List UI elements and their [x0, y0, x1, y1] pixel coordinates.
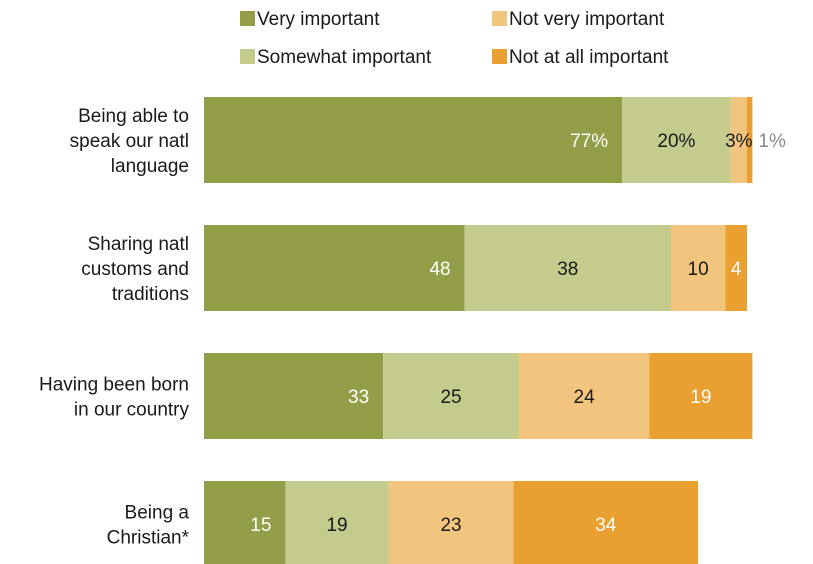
data-label-not-at-all-important-0: 1% — [758, 131, 786, 152]
bar-not-at-all-important-2 — [649, 353, 753, 439]
data-labels: 77% 20% 3% 1% 48 38 10 4 33 25 24 19 15 19 23 34 — [250, 131, 786, 536]
category-label-0-line-2: language — [111, 156, 189, 177]
data-label-very-important-1: 48 — [429, 259, 450, 280]
data-label-not-very-important-1: 10 — [688, 259, 709, 280]
category-label-3-line-1: Christian* — [107, 528, 190, 549]
bar-very-important-2 — [204, 353, 384, 439]
data-label-not-very-important-3: 23 — [440, 515, 461, 536]
data-label-very-important-3: 15 — [250, 515, 271, 536]
bar-very-important-1 — [204, 225, 465, 311]
data-label-not-at-all-important-1: 4 — [731, 259, 742, 280]
bar-somewhat-important-1 — [464, 225, 671, 311]
category-label-0-line-1: speak our natl — [70, 131, 189, 152]
bar-very-important-3 — [204, 481, 286, 564]
legend-swatch-somewhat-important — [240, 49, 255, 64]
data-label-somewhat-important-1: 38 — [557, 259, 578, 280]
category-label-2-line-0: Having been born — [39, 375, 189, 396]
legend-swatch-very-important — [240, 11, 255, 26]
category-label-3-line-0: Being a — [125, 503, 190, 524]
legend-label-not-very-important: Not very important — [509, 9, 665, 30]
legend: Very important Somewhat important Not very… — [240, 9, 669, 68]
category-label-1-line-0: Sharing natl — [88, 234, 189, 255]
category-label-0-line-0: Being able to — [78, 106, 189, 127]
bars — [204, 97, 753, 564]
data-label-somewhat-important-2: 25 — [440, 387, 461, 408]
bar-very-important-0 — [204, 97, 623, 183]
data-label-somewhat-important-3: 19 — [326, 515, 347, 536]
legend-swatch-not-at-all-important — [492, 49, 507, 64]
category-label-1-line-2: traditions — [112, 284, 189, 305]
bar-not-very-important-2 — [518, 353, 650, 439]
data-label-not-very-important-2: 24 — [574, 387, 596, 408]
bar-not-very-important-0 — [730, 97, 747, 183]
legend-label-somewhat-important: Somewhat important — [257, 47, 432, 68]
bar-not-at-all-important-1 — [725, 225, 747, 311]
data-label-not-at-all-important-2: 19 — [690, 387, 711, 408]
data-label-very-important-0: 77% — [570, 131, 608, 152]
bar-not-very-important-3 — [388, 481, 514, 564]
bar-not-very-important-1 — [670, 225, 726, 311]
legend-label-not-at-all-important: Not at all important — [509, 47, 669, 68]
data-label-not-very-important-0: 3% — [725, 131, 753, 152]
data-label-very-important-2: 33 — [348, 387, 369, 408]
legend-label-very-important: Very important — [257, 9, 380, 30]
category-label-1-line-1: customs and — [81, 259, 189, 280]
category-label-2-line-1: in our country — [74, 400, 190, 421]
data-label-somewhat-important-0: 20% — [657, 131, 695, 152]
data-label-not-at-all-important-3: 34 — [595, 515, 617, 536]
category-labels: Being able to speak our natl language Shari… — [39, 106, 190, 549]
legend-swatch-not-very-important — [492, 11, 507, 26]
bar-somewhat-important-3 — [285, 481, 389, 564]
bar-not-at-all-important-3 — [513, 481, 699, 564]
bar-somewhat-important-0 — [622, 97, 731, 183]
bar-not-at-all-important-0 — [747, 97, 753, 183]
bar-somewhat-important-2 — [383, 353, 519, 439]
